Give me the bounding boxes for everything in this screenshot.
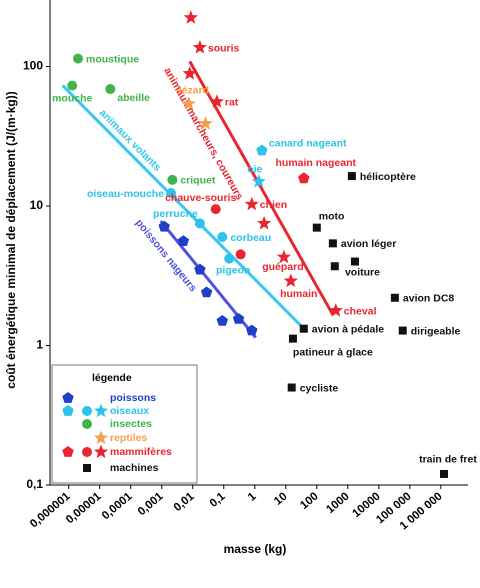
point	[182, 66, 197, 80]
point-label: dirigeable	[411, 325, 461, 337]
point	[347, 172, 356, 181]
point	[398, 326, 407, 335]
point	[167, 174, 178, 185]
point	[246, 324, 258, 336]
point	[198, 116, 213, 130]
y-tick-label: 1	[36, 338, 43, 352]
legend-title: légende	[92, 372, 132, 384]
point-label: avion à pédale	[312, 323, 385, 335]
point-label: cheval	[344, 305, 377, 317]
point-label: humain nageant	[276, 157, 357, 169]
point	[298, 172, 310, 184]
point-label: guépard	[262, 261, 303, 273]
legend-marker	[62, 446, 74, 457]
point	[192, 40, 207, 54]
point-label: patineur à glace	[293, 346, 373, 358]
point	[216, 315, 228, 326]
point-label: pigeon	[216, 264, 250, 276]
point-label: hélicoptère	[360, 171, 416, 183]
point	[177, 235, 190, 246]
point	[232, 313, 245, 324]
point-label: souris	[208, 42, 240, 54]
legend-marker	[93, 403, 109, 418]
point-label: chien	[260, 199, 287, 211]
point-label: corbeau	[230, 232, 271, 244]
legend-label: oiseaux	[110, 405, 149, 417]
point-label: avion DC8	[403, 293, 455, 305]
legend-marker	[62, 405, 74, 416]
x-axis-title: masse (kg)	[224, 542, 287, 556]
legend-label: poissons	[110, 392, 156, 404]
point-label: rat	[225, 96, 239, 108]
point	[287, 383, 296, 392]
point-label: perruche	[153, 208, 198, 220]
point	[244, 196, 259, 211]
legend-label: machines	[110, 462, 159, 474]
point	[73, 53, 84, 64]
legend-marker	[93, 430, 109, 445]
point	[183, 10, 198, 24]
point-label: oiseau-mouche	[87, 188, 164, 200]
point	[224, 253, 235, 264]
point	[328, 239, 337, 248]
point	[350, 257, 359, 266]
point	[67, 80, 78, 91]
legend-marker	[82, 406, 92, 416]
y-tick-label: 0,1	[26, 477, 43, 491]
y-tick-label: 100	[23, 59, 43, 73]
point	[439, 469, 448, 478]
point	[194, 263, 206, 275]
legend-marker	[82, 447, 92, 457]
point	[276, 249, 291, 264]
point	[105, 84, 116, 95]
fit-line	[61, 84, 307, 332]
point-label: abeille	[117, 92, 150, 104]
point	[217, 231, 228, 242]
legend-marker	[62, 392, 74, 403]
legend-marker	[82, 419, 92, 429]
point	[251, 174, 266, 188]
point	[328, 303, 343, 317]
point-label: voiture	[345, 266, 380, 278]
point	[299, 324, 308, 333]
point-label: lézard	[179, 85, 209, 97]
point	[283, 273, 298, 288]
point	[209, 94, 224, 108]
legend-box	[51, 364, 198, 484]
point-label: canard nageant	[269, 137, 347, 149]
legend-label: insectes	[110, 418, 152, 430]
point	[194, 218, 205, 229]
point	[235, 249, 246, 260]
point-label: chauve-souris	[165, 192, 236, 204]
y-tick-label: 10	[30, 198, 44, 212]
point-label: avion léger	[341, 238, 396, 250]
point-label: mouche	[52, 92, 92, 104]
point-label: oie	[247, 163, 262, 175]
point	[200, 286, 213, 298]
legend-marker	[83, 464, 91, 472]
point	[166, 188, 177, 199]
point-label: train de fret	[419, 454, 477, 466]
point	[210, 204, 221, 215]
legend-marker	[93, 444, 109, 459]
point-label: moto	[319, 210, 345, 222]
point-label: moustique	[86, 53, 139, 65]
point	[390, 293, 399, 302]
point-label: humain	[280, 288, 317, 300]
legend-label: reptiles	[110, 432, 148, 444]
point	[330, 262, 339, 271]
point	[256, 144, 268, 156]
point	[312, 223, 321, 232]
legend-label: mammifères	[110, 446, 172, 458]
y-axis-title: coût énergétique minimal de déplacement …	[4, 91, 18, 388]
point-label: criquet	[180, 175, 216, 187]
point-label: cycliste	[300, 382, 339, 394]
point	[288, 334, 297, 343]
point	[158, 220, 170, 232]
point	[181, 96, 196, 110]
point	[257, 216, 272, 230]
